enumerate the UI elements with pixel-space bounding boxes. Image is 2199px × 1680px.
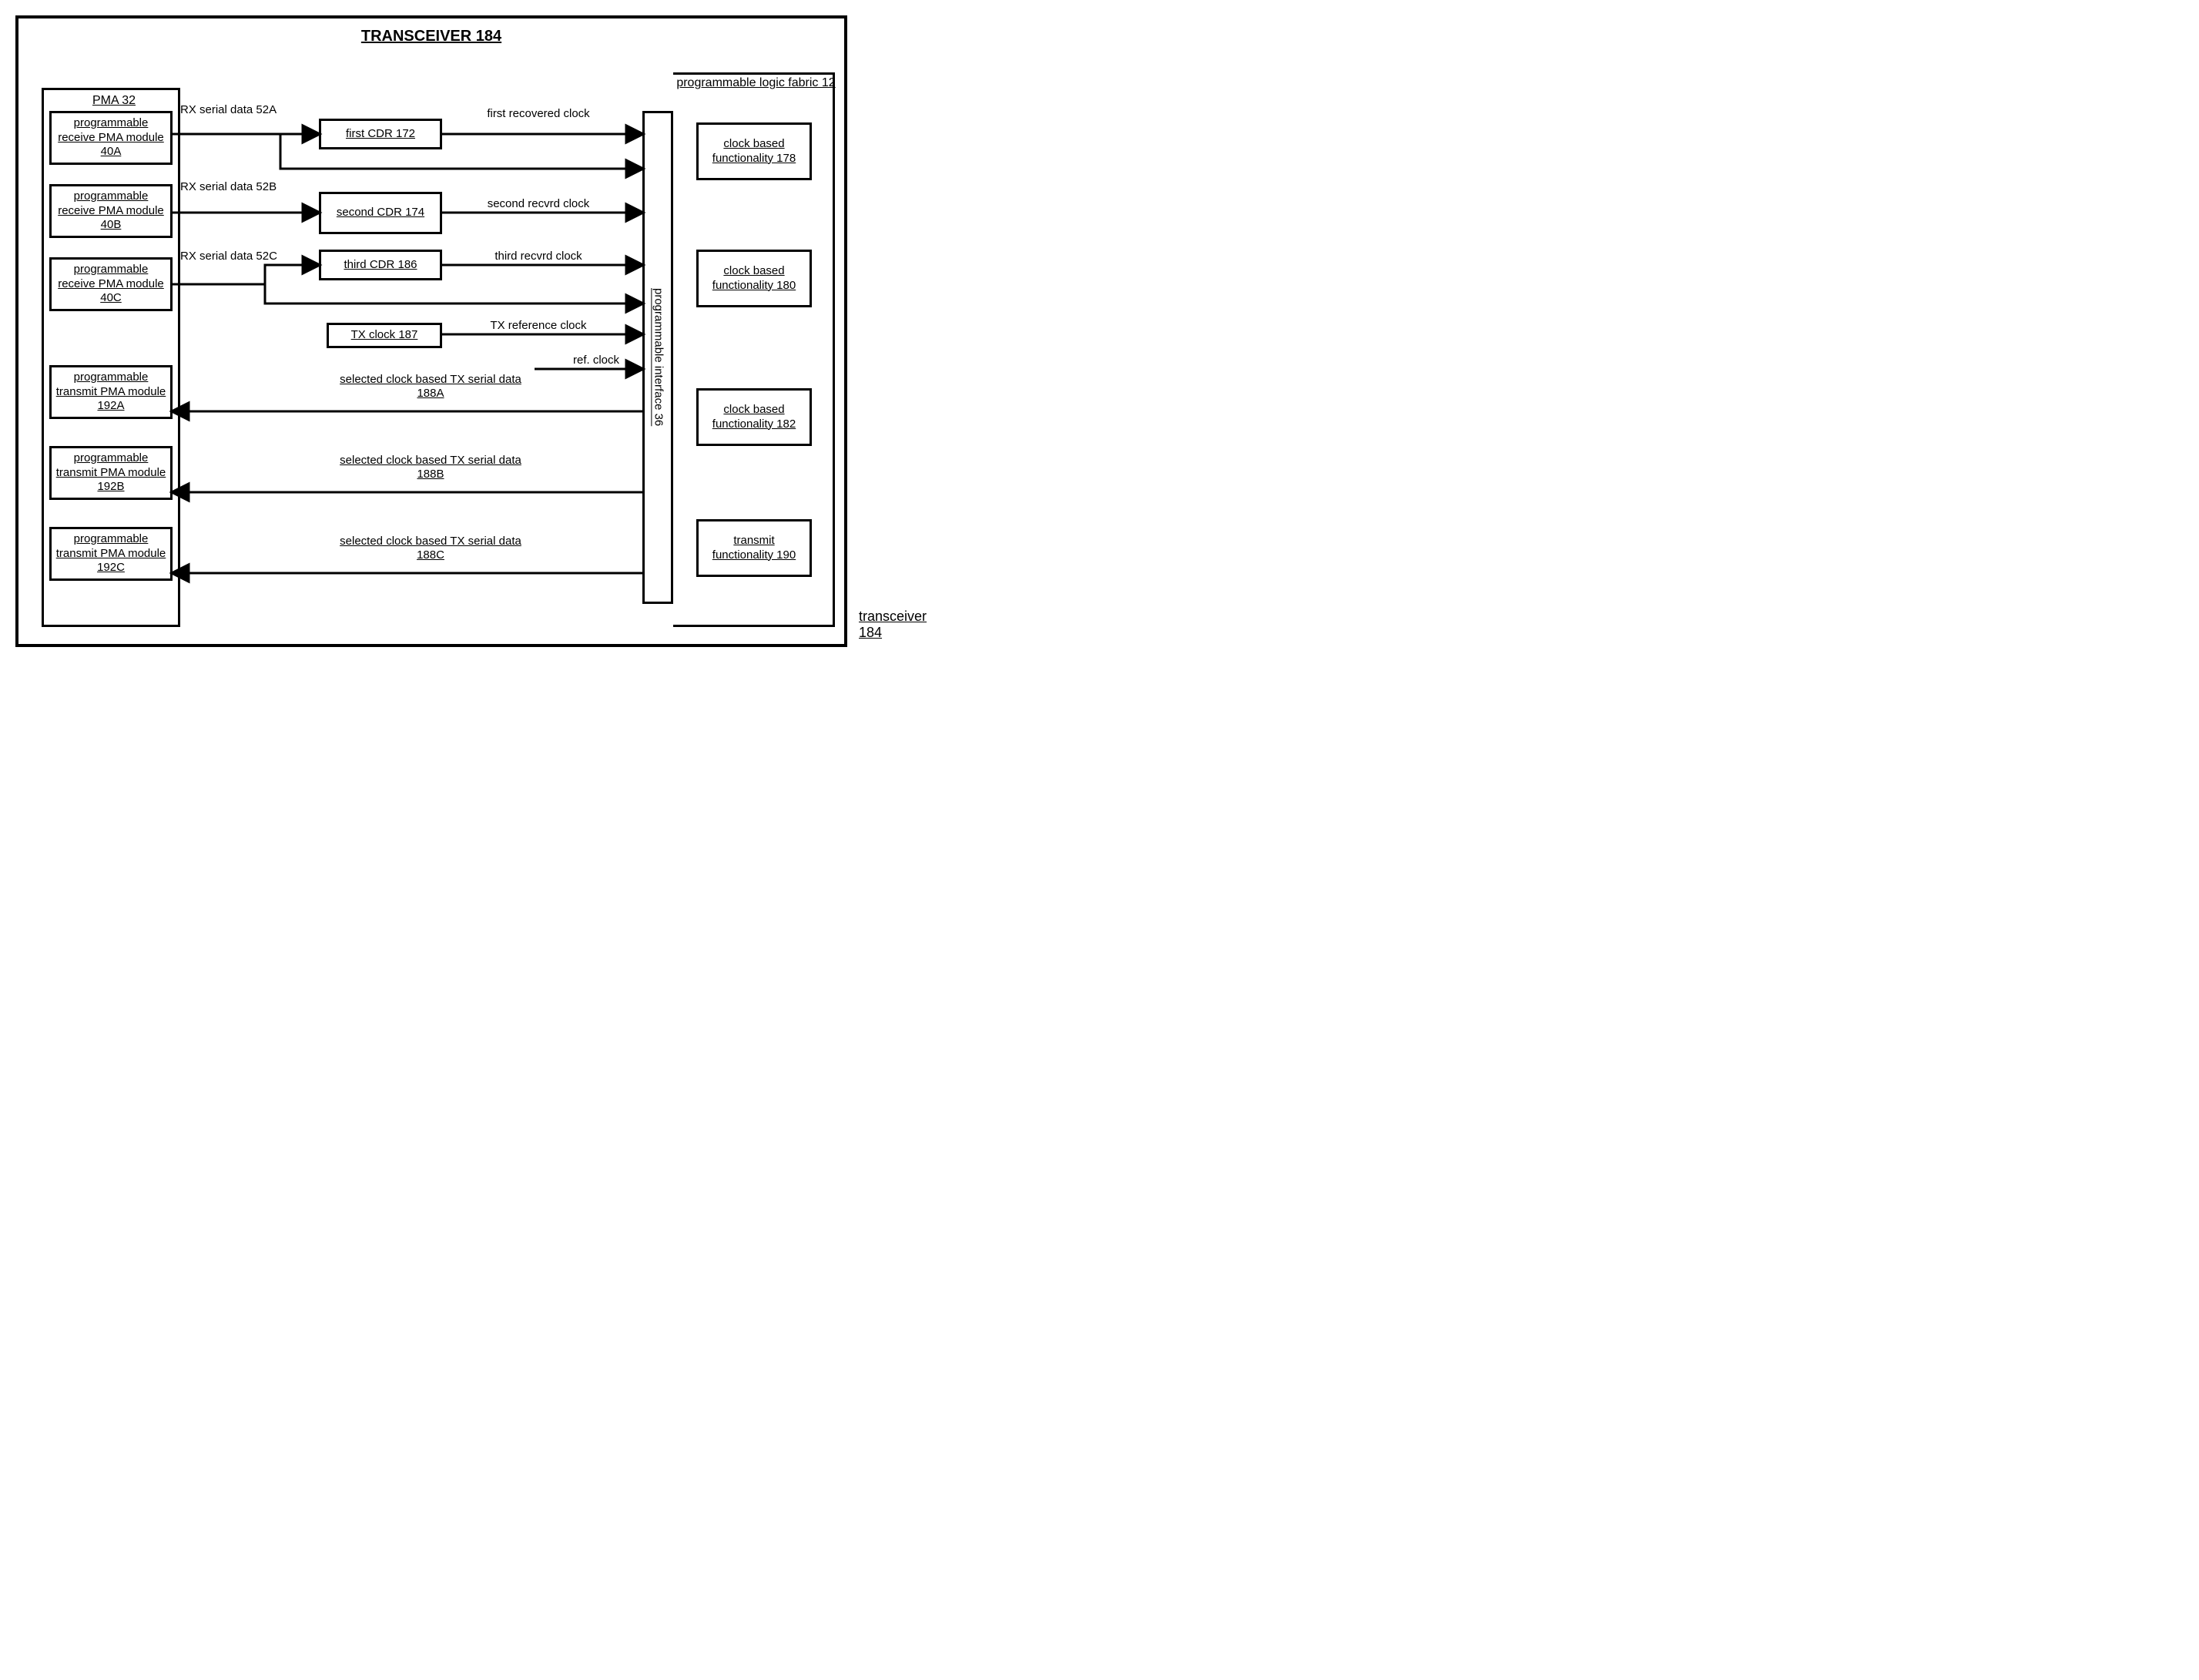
clock-func-178-label: clock based functionality 178 <box>702 137 806 166</box>
clock-func-180: clock based functionality 180 <box>696 250 812 307</box>
label-rx-52b: RX serial data 52B <box>180 180 257 194</box>
label-ref-clock: ref. clock <box>558 354 635 367</box>
outer-caption: transceiver 184 <box>859 609 927 641</box>
diagram-wrap: TRANSCEIVER 184 PMA 32 programmable logi… <box>15 15 847 647</box>
label-second-recvrd-clock: second recvrd clock <box>461 197 615 211</box>
clock-func-178: clock based functionality 178 <box>696 122 812 180</box>
clock-func-182: clock based functionality 182 <box>696 388 812 446</box>
label-tx-188c: selected clock based TX serial data 188C <box>338 535 523 562</box>
label-tx-188b: selected clock based TX serial data 188B <box>338 454 523 481</box>
rx-pma-40c: programmable receive PMA module 40C <box>49 257 173 311</box>
pma-title: PMA 32 <box>47 93 181 109</box>
third-cdr: third CDR 186 <box>319 250 442 280</box>
logic-title: programmable logic fabric 12 <box>676 76 836 90</box>
label-tx-ref-clock: TX reference clock <box>461 319 615 333</box>
second-cdr-label: second CDR 174 <box>337 206 424 220</box>
third-cdr-label: third CDR 186 <box>344 258 417 273</box>
rx-pma-40a-label: programmable receive PMA module 40A <box>55 116 167 159</box>
transmit-func-190: transmit functionality 190 <box>696 519 812 577</box>
tx-pma-192b: programmable transmit PMA module 192B <box>49 446 173 500</box>
label-rx-52c: RX serial data 52C <box>180 250 257 263</box>
rx-pma-40b-label: programmable receive PMA module 40B <box>55 189 167 233</box>
label-first-recovered-clock: first recovered clock <box>469 107 608 121</box>
transmit-func-190-label: transmit functionality 190 <box>702 534 806 563</box>
rx-pma-40c-label: programmable receive PMA module 40C <box>55 263 167 306</box>
transceiver-outer-box: TRANSCEIVER 184 PMA 32 programmable logi… <box>15 15 847 647</box>
tx-pma-192a: programmable transmit PMA module 192A <box>49 365 173 419</box>
diagram-title: TRANSCEIVER 184 <box>18 28 844 45</box>
tx-pma-192a-label: programmable transmit PMA module 192A <box>55 371 167 414</box>
label-rx-52a: RX serial data 52A <box>180 103 257 117</box>
tx-pma-192c-label: programmable transmit PMA module 192C <box>55 532 167 575</box>
rx-pma-40b: programmable receive PMA module 40B <box>49 184 173 238</box>
tx-pma-192c: programmable transmit PMA module 192C <box>49 527 173 581</box>
clock-func-182-label: clock based functionality 182 <box>702 403 806 432</box>
first-cdr-label: first CDR 172 <box>346 127 415 142</box>
programmable-interface-label: programmable interface 36 <box>651 288 665 426</box>
second-cdr: second CDR 174 <box>319 192 442 234</box>
first-cdr: first CDR 172 <box>319 119 442 149</box>
rx-pma-40a: programmable receive PMA module 40A <box>49 111 173 165</box>
tx-clock: TX clock 187 <box>327 323 442 348</box>
tx-pma-192b-label: programmable transmit PMA module 192B <box>55 451 167 495</box>
clock-func-180-label: clock based functionality 180 <box>702 264 806 293</box>
label-tx-188a: selected clock based TX serial data 188A <box>338 373 523 401</box>
tx-clock-label: TX clock 187 <box>351 328 418 343</box>
programmable-interface: programmable interface 36 <box>642 111 673 604</box>
label-third-recvrd-clock: third recvrd clock <box>461 250 615 263</box>
